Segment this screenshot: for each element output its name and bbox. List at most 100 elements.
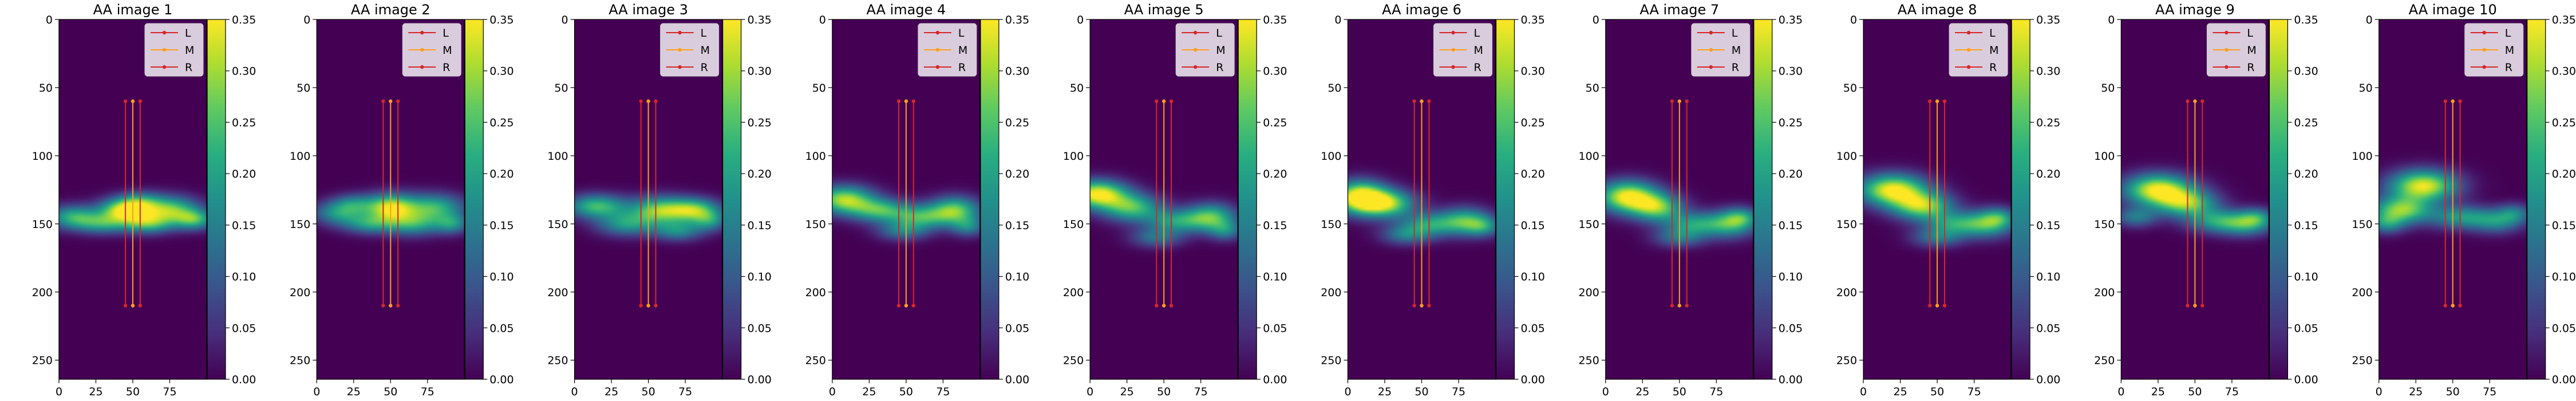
- legend-marker-L: [1709, 30, 1713, 35]
- legend: LMR: [402, 23, 461, 77]
- marker-L-start: [2443, 99, 2447, 103]
- y-tick-label: 150: [1836, 218, 1857, 231]
- colorbar: [2269, 19, 2288, 380]
- colorbar-tick-label: 0.35: [1005, 14, 1029, 26]
- colorbar-tick-label: 0.35: [489, 14, 513, 26]
- legend-label-M: M: [2247, 44, 2256, 57]
- colorbar-tick-label: 0.35: [2552, 14, 2576, 26]
- y-tick-label: 100: [290, 150, 310, 163]
- legend-label-R: R: [2247, 61, 2254, 74]
- marker-M-start: [904, 99, 908, 103]
- colorbar-tick-label: 0.30: [2294, 65, 2318, 78]
- y-tick-label: 50: [2359, 82, 2373, 95]
- marker-R-start: [1169, 99, 1174, 103]
- marker-M-start: [1162, 99, 1166, 103]
- marker-M-end: [2451, 304, 2455, 308]
- legend-label-R: R: [1474, 61, 1481, 74]
- y-tick-label: 0: [819, 14, 826, 26]
- colorbar-tick-label: 0.25: [1521, 116, 1545, 129]
- marker-M-end: [1677, 304, 1681, 308]
- marker-M-start: [1935, 99, 1939, 103]
- y-tick-label: 0: [46, 14, 53, 26]
- panel-3: AA image 3 0 25 50 75 0 50 100 150 200 250 LMR 0.00 0…: [547, 2, 772, 398]
- marker-L-end: [1412, 304, 1416, 308]
- legend-label-L: L: [2505, 27, 2511, 40]
- colorbar-tick-label: 0.30: [489, 65, 513, 78]
- colorbar-tick-label: 0.00: [1005, 374, 1029, 386]
- colorbar-tick-label: 0.35: [2294, 14, 2318, 26]
- legend-marker-R: [162, 65, 167, 69]
- colorbar-tick-label: 0.15: [1779, 219, 1803, 232]
- marker-R-end: [1685, 304, 1689, 308]
- legend-marker-L: [2225, 30, 2229, 35]
- legend-label-L: L: [1732, 27, 1738, 40]
- panel-5: AA image 5 0 25 50 75 0 50 100 150 200 250 LMR 0.00 0…: [1063, 2, 1287, 398]
- colorbar-tick-label: 0.05: [1521, 322, 1545, 335]
- y-tick-label: 50: [554, 82, 568, 95]
- colorbar-tick-label: 0.10: [2036, 271, 2060, 284]
- y-tick-label: 100: [547, 150, 568, 163]
- legend-label-M: M: [958, 44, 967, 57]
- y-tick-label: 50: [1586, 82, 1599, 95]
- legend: LMR: [144, 23, 204, 77]
- colorbar-tick-label: 0.20: [2294, 168, 2318, 180]
- x-tick-label: 50: [2188, 386, 2202, 398]
- legend-label-L: L: [1216, 27, 1222, 40]
- legend-label-R: R: [442, 61, 450, 74]
- legend: LMR: [1949, 23, 2008, 77]
- colorbar: [2011, 19, 2030, 380]
- y-tick-label: 100: [2094, 150, 2115, 163]
- x-tick-label: 0: [2376, 386, 2383, 398]
- marker-L-end: [2186, 304, 2190, 308]
- y-tick-label: 200: [2352, 286, 2372, 299]
- y-tick-label: 50: [2101, 82, 2115, 95]
- x-tick-label: 25: [89, 386, 102, 398]
- colorbar-tick-label: 0.10: [748, 271, 772, 284]
- x-tick-label: 50: [642, 386, 655, 398]
- colorbar-tick-label: 0.05: [2552, 322, 2576, 335]
- legend-marker-R: [935, 65, 940, 69]
- x-tick-label: 0: [1344, 386, 1351, 398]
- marker-M-start: [1420, 99, 1424, 103]
- x-tick-label: 25: [1120, 386, 1134, 398]
- legend-label-M: M: [2505, 44, 2514, 57]
- y-tick-label: 0: [1334, 14, 1341, 26]
- marker-R-end: [396, 304, 400, 308]
- marker-L-start: [1412, 99, 1416, 103]
- colorbar-tick-label: 0.10: [232, 271, 256, 284]
- colorbar-tick-label: 0.10: [1521, 271, 1545, 284]
- marker-L-start: [639, 99, 643, 103]
- colorbar-tick-label: 0.05: [489, 322, 513, 335]
- legend-label-M: M: [1216, 44, 1225, 57]
- colorbar: [2527, 19, 2546, 380]
- y-tick-label: 50: [812, 82, 826, 95]
- colorbar-tick-label: 0.05: [2036, 322, 2060, 335]
- colorbar-tick-label: 0.10: [1779, 271, 1803, 284]
- colorbar-tick-label: 0.25: [489, 116, 513, 129]
- colorbar-tick-label: 0.25: [1263, 116, 1287, 129]
- y-tick-label: 0: [2366, 14, 2373, 26]
- marker-R-start: [1685, 99, 1689, 103]
- legend-label-R: R: [185, 61, 192, 74]
- colorbar-tick-label: 0.10: [2294, 271, 2318, 284]
- colorbar: [722, 19, 742, 380]
- legend-marker-L: [1966, 30, 1971, 35]
- y-tick-label: 100: [32, 150, 53, 163]
- colorbar-tick-label: 0.30: [1005, 65, 1029, 78]
- legend-marker-L: [1194, 30, 1198, 35]
- x-tick-label: 0: [829, 386, 836, 398]
- y-tick-label: 250: [32, 355, 53, 367]
- colorbar-tick-label: 0.00: [1521, 374, 1545, 386]
- colorbar-tick-label: 0.15: [2552, 219, 2576, 232]
- colorbar-tick-label: 0.30: [1263, 65, 1287, 78]
- marker-L-end: [1928, 304, 1932, 308]
- marker-R-start: [2458, 99, 2462, 103]
- y-tick-label: 100: [2352, 150, 2372, 163]
- x-tick-label: 75: [1194, 386, 1208, 398]
- marker-M-end: [389, 304, 393, 308]
- y-tick-label: 0: [303, 14, 310, 26]
- colorbar-tick-label: 0.20: [1005, 168, 1029, 180]
- x-tick-label: 50: [1673, 386, 1686, 398]
- panel-title: AA image 9: [2155, 2, 2235, 18]
